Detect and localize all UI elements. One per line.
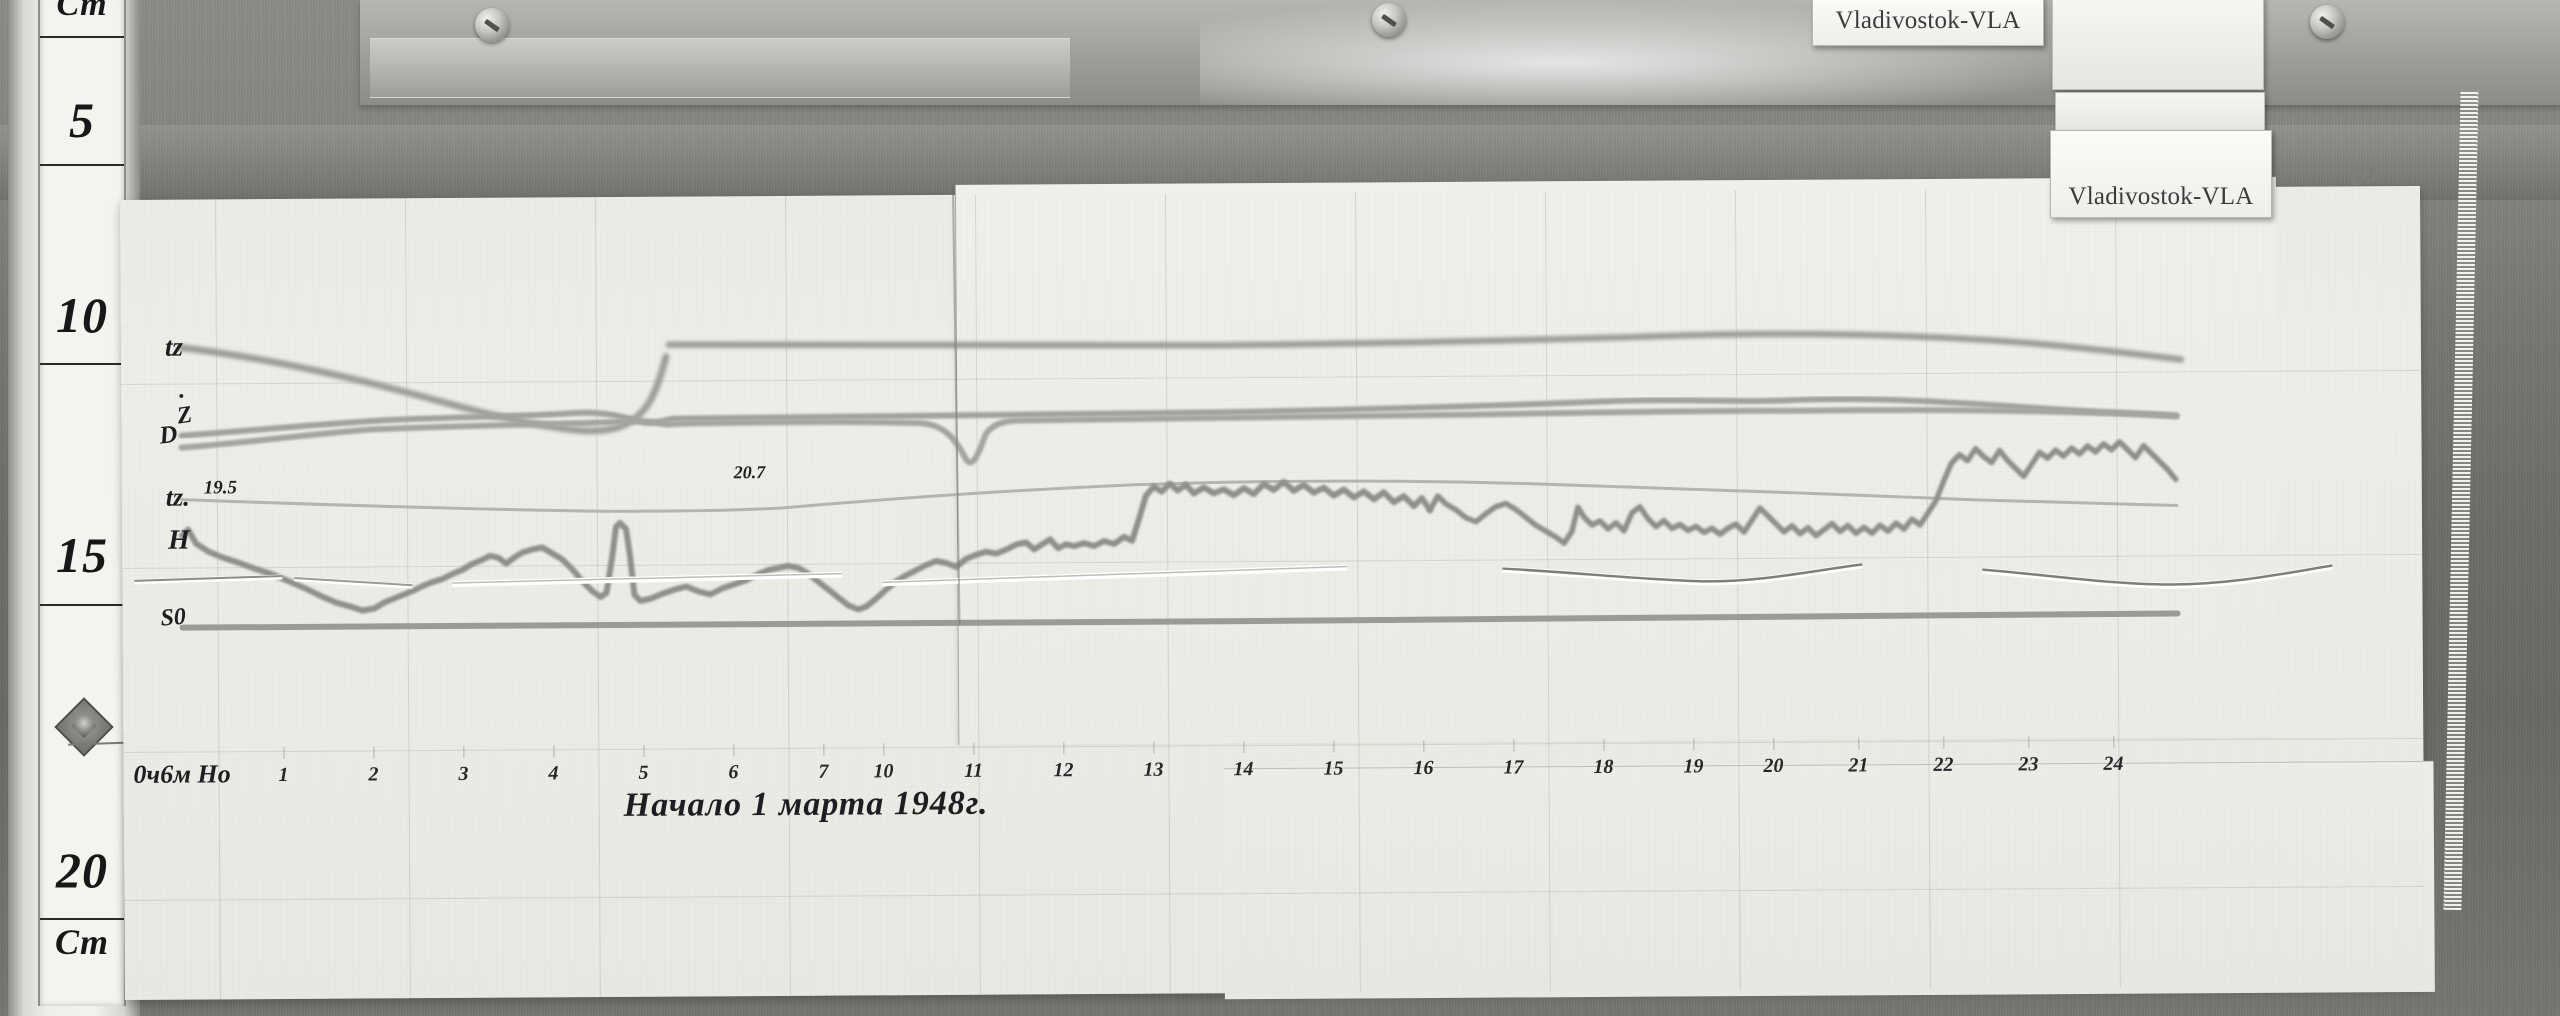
axis-tick-mark xyxy=(1943,736,1945,749)
axis-tick-mark xyxy=(733,744,735,757)
axis-tick-15: 15 xyxy=(1323,757,1344,780)
axis-tick-mark xyxy=(2028,736,2030,749)
axis-tick-1: 1 xyxy=(278,763,289,787)
axis-tick-16: 16 xyxy=(1413,756,1434,780)
label-tag-top: Vladivostok-VLA xyxy=(1812,0,2044,46)
axis-tick-12: 12 xyxy=(1053,759,1074,782)
trace-label-tz-value: 19.5 xyxy=(203,477,238,499)
axis-origin-label: 0ч6м Ho xyxy=(133,759,231,789)
ruler-mark-20: 20 xyxy=(56,842,108,898)
axis-tick-mark xyxy=(973,742,975,755)
trace-label-d: D xyxy=(157,420,179,450)
axis-tick-21: 21 xyxy=(1848,754,1869,777)
trace-h-disturbed xyxy=(1427,439,2179,546)
axis-tick-18: 18 xyxy=(1593,755,1614,779)
baseline-scale-markers xyxy=(134,562,2333,589)
axis-tick-3: 3 xyxy=(458,762,469,785)
ruler-unit-bottom: Cm xyxy=(54,922,109,962)
label-tag-blank-mid xyxy=(2055,92,2265,132)
axis-tick-mark xyxy=(373,746,375,759)
axis-tick-mark xyxy=(1153,741,1155,754)
axis-tick-2: 2 xyxy=(368,763,379,786)
magnetogram-traces xyxy=(134,184,2333,631)
axis-tick-20: 20 xyxy=(1763,754,1784,777)
screw-icon xyxy=(475,8,509,42)
axis-tick-14: 14 xyxy=(1233,758,1254,781)
axis-tick-7: 7 xyxy=(818,760,829,783)
axis-tick-mark xyxy=(553,745,555,758)
axis-tick-mark xyxy=(1773,737,1775,750)
axis-tick-mark xyxy=(2113,735,2115,748)
ruler-mark-5: 5 xyxy=(69,92,95,148)
axis-tick-mark xyxy=(1513,739,1515,752)
ruler-tick xyxy=(40,604,124,606)
ruler-mark-15: 15 xyxy=(56,527,108,583)
ruler-unit-top: Cm xyxy=(56,0,108,23)
axis-tick-6: 6 xyxy=(728,761,739,784)
paper-seam-line xyxy=(951,184,961,625)
axis-tick-mark xyxy=(1693,738,1695,751)
ruler-mark-10: 10 xyxy=(56,287,108,343)
axis-tick-mark xyxy=(823,743,825,756)
axis-tick-24: 24 xyxy=(2103,752,2124,775)
axis-tick-mark xyxy=(463,745,465,758)
axis-tick-17: 17 xyxy=(1503,756,1524,779)
trace-label-s0: S0 xyxy=(159,603,187,632)
axis-tick-22: 22 xyxy=(1933,753,1954,776)
axis-tick-mark xyxy=(1243,741,1245,754)
trace-h-baseline xyxy=(180,479,2179,513)
axis-tick-mark xyxy=(1603,738,1605,751)
annotation-20-7: 20.7 xyxy=(733,462,766,483)
axis-tick-10: 10 xyxy=(873,760,894,783)
label-tag-blank-upper xyxy=(2052,0,2264,90)
trace-label-tz: tz xyxy=(164,331,184,362)
axis-tick-13: 13 xyxy=(1143,758,1164,781)
axis-tick-23: 23 xyxy=(2018,753,2039,776)
trace-s0 xyxy=(179,610,2181,631)
axis-tick-mark xyxy=(1423,740,1425,753)
axis-tick-mark xyxy=(1858,737,1860,750)
axis-tick-mark xyxy=(1333,740,1335,753)
axis-tick-19: 19 xyxy=(1683,755,1704,778)
axis-tick-4: 4 xyxy=(548,762,559,785)
axis-tick-mark xyxy=(643,744,645,757)
trace-h xyxy=(179,478,1433,614)
ruler-tick xyxy=(40,363,124,365)
axis-tick-11: 11 xyxy=(963,759,984,782)
ruler-scale: Cm 5 10 15 20 Cm xyxy=(8,0,164,1016)
axis-tick-mark xyxy=(283,747,285,760)
ruler-tick xyxy=(40,918,124,920)
trace-label-tz-baseline: tz. xyxy=(165,482,190,512)
glass-cover-strip xyxy=(370,38,1070,98)
trace-d xyxy=(178,407,2180,466)
axis-tick-5: 5 xyxy=(638,761,649,784)
screw-icon xyxy=(2310,5,2344,39)
trace-label-dot: . xyxy=(179,377,186,404)
axis-tick-mark xyxy=(883,743,885,756)
ruler-diamond-marker xyxy=(54,697,114,757)
chart-caption: Начало 1 марта 1948г. xyxy=(623,784,989,824)
ruler-tick xyxy=(40,164,124,166)
trace-label-h: H xyxy=(167,524,190,556)
ruler-card: Cm 5 10 15 20 Cm xyxy=(38,0,126,1006)
screw-icon xyxy=(1372,3,1406,37)
axis-tick-mark xyxy=(1063,742,1065,755)
trace-z xyxy=(178,396,2180,439)
label-tag-lower: Vladivostok-VLA xyxy=(2050,130,2272,218)
ruler-tick xyxy=(40,36,124,38)
